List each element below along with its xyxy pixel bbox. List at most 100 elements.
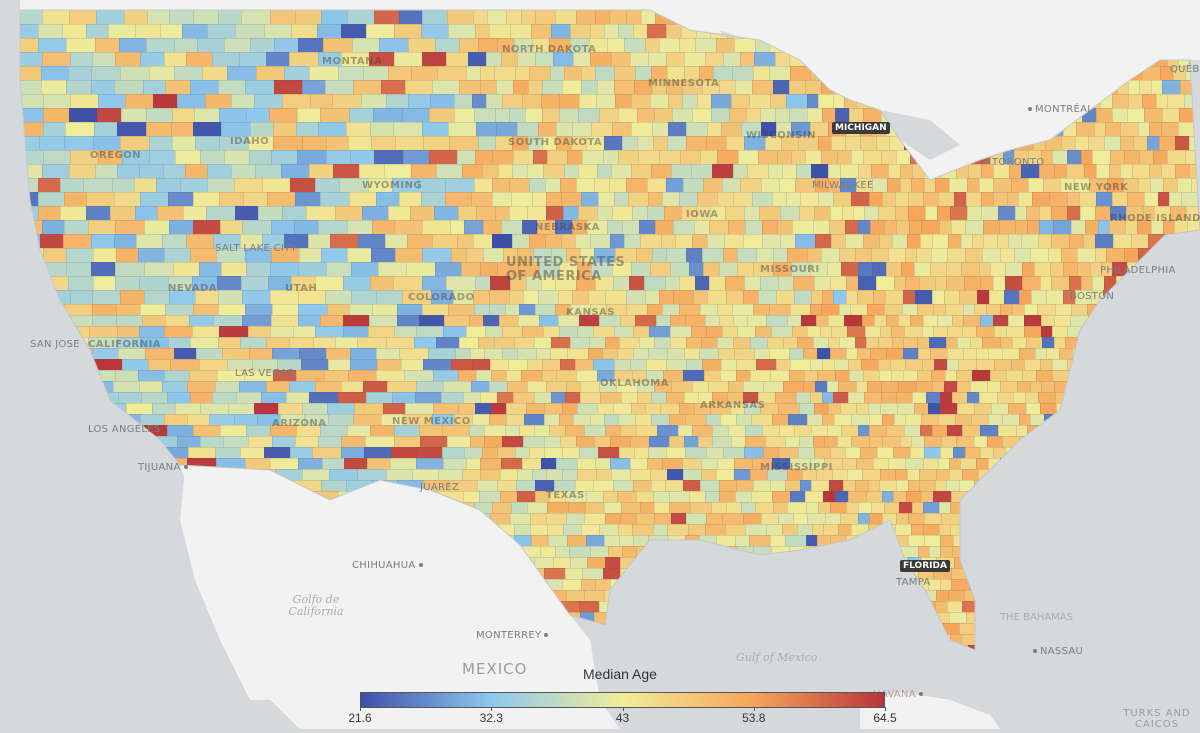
county-cell[interactable]	[613, 79, 635, 95]
county-cell[interactable]	[489, 358, 509, 371]
county-cell[interactable]	[651, 600, 668, 613]
county-cell[interactable]	[578, 446, 599, 459]
county-cell[interactable]	[1175, 233, 1191, 249]
county-cell[interactable]	[272, 135, 303, 151]
county-cell[interactable]	[1136, 289, 1155, 305]
county-cell[interactable]	[578, 600, 600, 613]
county-cell[interactable]	[993, 358, 1012, 371]
county-cell[interactable]	[909, 446, 925, 459]
county-cell[interactable]	[533, 391, 552, 404]
county-cell[interactable]	[637, 149, 660, 165]
county-cell[interactable]	[704, 314, 720, 327]
county-cell[interactable]	[871, 261, 887, 277]
county-cell[interactable]	[647, 347, 668, 360]
county-cell[interactable]	[1060, 135, 1076, 151]
county-cell[interactable]	[892, 633, 911, 646]
county-cell[interactable]	[899, 177, 912, 193]
county-cell[interactable]	[956, 402, 975, 415]
county-cell[interactable]	[1046, 633, 1059, 646]
county-cell[interactable]	[1071, 468, 1091, 481]
county-cell[interactable]	[294, 10, 322, 25]
county-cell[interactable]	[419, 435, 448, 448]
county-cell[interactable]	[1079, 578, 1095, 591]
county-cell[interactable]	[119, 289, 145, 305]
county-cell[interactable]	[555, 121, 573, 137]
county-cell[interactable]	[1029, 380, 1042, 393]
county-cell[interactable]	[39, 479, 65, 492]
county-cell[interactable]	[948, 177, 968, 193]
county-cell[interactable]	[1085, 611, 1100, 624]
county-cell[interactable]	[850, 523, 869, 536]
county-cell[interactable]	[692, 289, 708, 305]
county-cell[interactable]	[1076, 247, 1096, 263]
county-cell[interactable]	[999, 457, 1019, 470]
county-cell[interactable]	[975, 358, 995, 371]
county-cell[interactable]	[327, 358, 351, 371]
county-cell[interactable]	[1045, 289, 1064, 305]
county-cell[interactable]	[97, 93, 126, 109]
county-cell[interactable]	[1178, 107, 1195, 123]
county-cell[interactable]	[885, 545, 901, 558]
county-cell[interactable]	[718, 79, 736, 95]
county-cell[interactable]	[833, 413, 852, 426]
county-cell[interactable]	[678, 303, 701, 316]
county-cell[interactable]	[543, 413, 560, 426]
county-cell[interactable]	[711, 163, 734, 179]
county-cell[interactable]	[968, 556, 988, 569]
county-cell[interactable]	[308, 163, 334, 179]
county-cell[interactable]	[428, 149, 458, 165]
county-cell[interactable]	[894, 205, 909, 221]
county-cell[interactable]	[827, 336, 840, 349]
county-cell[interactable]	[649, 93, 669, 109]
county-cell[interactable]	[15, 358, 43, 371]
county-cell[interactable]	[958, 479, 975, 492]
county-cell[interactable]	[903, 325, 923, 338]
county-cell[interactable]	[189, 336, 219, 349]
county-cell[interactable]	[1093, 578, 1111, 591]
county-cell[interactable]	[1094, 233, 1114, 249]
county-cell[interactable]	[806, 512, 826, 525]
county-cell[interactable]	[1066, 545, 1084, 558]
county-cell[interactable]	[15, 205, 39, 221]
county-cell[interactable]	[511, 233, 530, 249]
county-cell[interactable]	[965, 191, 982, 207]
county-cell[interactable]	[163, 578, 194, 591]
county-cell[interactable]	[68, 10, 97, 25]
county-cell[interactable]	[1068, 275, 1082, 291]
county-cell[interactable]	[925, 391, 941, 404]
county-cell[interactable]	[1044, 479, 1058, 492]
county-cell[interactable]	[1153, 567, 1170, 580]
county-cell[interactable]	[1166, 490, 1185, 503]
county-cell[interactable]	[894, 468, 908, 481]
county-cell[interactable]	[805, 501, 819, 514]
county-cell[interactable]	[253, 402, 279, 415]
county-cell[interactable]	[739, 177, 762, 193]
county-cell[interactable]	[895, 479, 909, 492]
county-cell[interactable]	[852, 644, 872, 656]
county-cell[interactable]	[468, 314, 484, 327]
county-cell[interactable]	[450, 358, 473, 371]
county-cell[interactable]	[206, 23, 236, 39]
county-cell[interactable]	[337, 391, 367, 404]
county-cell[interactable]	[88, 501, 113, 514]
county-cell[interactable]	[810, 424, 828, 437]
county-cell[interactable]	[939, 402, 958, 415]
county-cell[interactable]	[1013, 479, 1028, 492]
county-cell[interactable]	[896, 402, 915, 415]
county-cell[interactable]	[483, 347, 503, 360]
county-cell[interactable]	[301, 468, 330, 481]
county-cell[interactable]	[784, 534, 807, 547]
county-cell[interactable]	[946, 600, 963, 613]
county-cell[interactable]	[172, 656, 197, 667]
county-cell[interactable]	[602, 149, 619, 165]
county-cell[interactable]	[41, 424, 66, 437]
county-cell[interactable]	[895, 391, 913, 404]
county-cell[interactable]	[475, 369, 492, 382]
county-cell[interactable]	[674, 622, 692, 635]
county-cell[interactable]	[666, 135, 687, 151]
county-cell[interactable]	[380, 79, 406, 95]
county-cell[interactable]	[595, 93, 616, 109]
county-cell[interactable]	[938, 523, 951, 536]
county-cell[interactable]	[1051, 149, 1068, 165]
county-cell[interactable]	[1085, 656, 1099, 667]
